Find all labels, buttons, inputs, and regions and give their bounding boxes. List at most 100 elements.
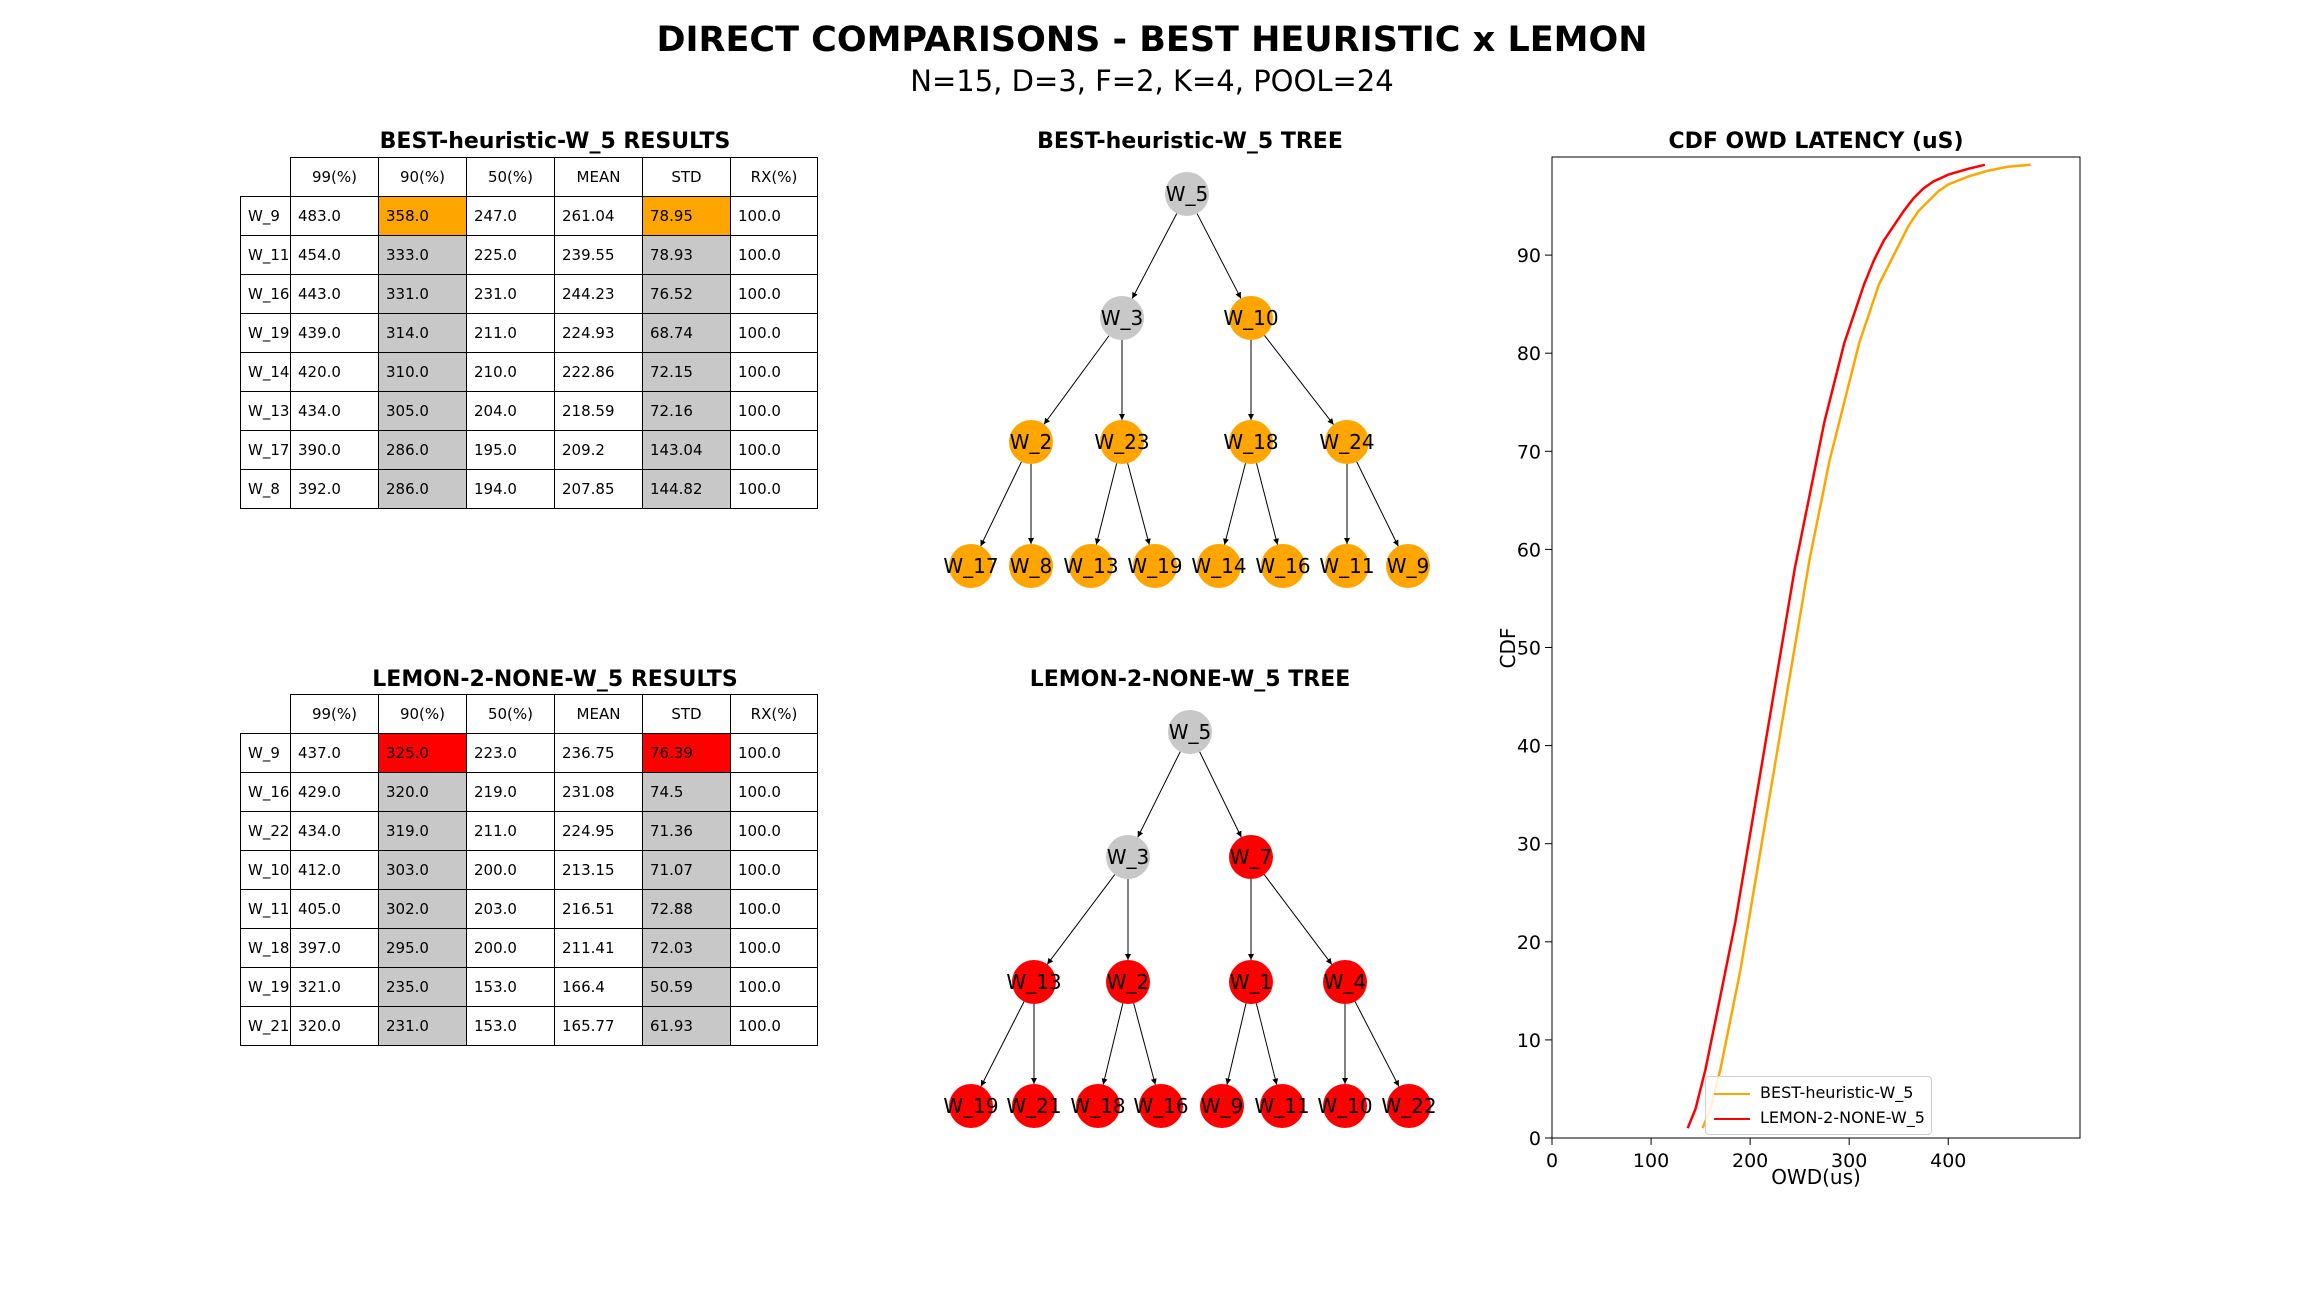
table-cell: 390.0: [290, 430, 379, 470]
table-row: W_16 429.0 320.0 219.0 231.08 74.5 100.0: [240, 772, 818, 812]
column-header: MEAN: [554, 694, 643, 734]
table-cell: 437.0: [290, 733, 379, 773]
table-cell: 331.0: [378, 274, 467, 314]
table-cell: 100.0: [730, 391, 818, 431]
table-cell: 74.5: [642, 772, 731, 812]
series-line-lemon: [1686, 163, 1986, 1129]
table-cell: 72.16: [642, 391, 731, 431]
y-tick-label: 20: [1517, 932, 1541, 954]
table-row: W_9 437.0 325.0 223.0 236.75 76.39 100.0: [240, 733, 818, 773]
y-tick-label: 40: [1517, 736, 1541, 758]
table-cell: 286.0: [378, 430, 467, 470]
chart-xlabel: OWD(us): [1771, 1165, 1861, 1189]
tree-node-label: W_9: [1201, 1094, 1244, 1118]
table-cell: 210.0: [466, 352, 555, 392]
y-tick-label: 10: [1517, 1030, 1541, 1052]
column-header: RX(%): [730, 694, 818, 734]
table-cell: 224.95: [554, 811, 643, 851]
tree-node: [1106, 960, 1150, 1004]
table-header-row: 99(%) 90(%) 50(%) MEAN STD RX(%): [240, 694, 818, 734]
table-cell: 231.08: [554, 772, 643, 812]
tree-node: [1229, 296, 1273, 340]
y-tick-label: 90: [1517, 245, 1541, 267]
column-header: 50(%): [466, 157, 555, 197]
table-cell: 100.0: [730, 928, 818, 968]
tree-node: [1229, 420, 1273, 464]
tree-node: [1323, 1084, 1367, 1128]
tree-node: [949, 544, 993, 588]
table-cell: 207.85: [554, 469, 643, 509]
tree-node-label: W_2: [1107, 970, 1150, 994]
tree-node-label: W_9: [1387, 554, 1430, 578]
tree-node: [1323, 960, 1367, 1004]
table-cell: 213.15: [554, 850, 643, 890]
tree-node-label: W_8: [1010, 554, 1053, 578]
tree-node-label: W_2: [1010, 430, 1053, 454]
row-label: W_10: [240, 850, 291, 890]
x-tick-label: 100: [1633, 1150, 1669, 1172]
y-tick-label: 0: [1529, 1128, 1541, 1150]
tree-node-label: W_13: [1063, 554, 1118, 578]
tree-node: [1069, 544, 1113, 588]
tree-edge: [1223, 463, 1246, 545]
legend-label-lemon: LEMON-2-NONE-W_5: [1760, 1108, 1925, 1127]
table-cell: 194.0: [466, 469, 555, 509]
row-label: W_17: [240, 430, 291, 470]
table-cell: 100.0: [730, 850, 818, 890]
column-header: RX(%): [730, 157, 818, 197]
table-cell: 319.0: [378, 811, 467, 851]
table-cell: 325.0: [378, 733, 467, 773]
tree-node: [1197, 544, 1241, 588]
column-header: 99(%): [290, 694, 379, 734]
table-cell: 153.0: [466, 1006, 555, 1046]
table-cell: 358.0: [378, 196, 467, 236]
tree-edge: [1199, 751, 1242, 838]
row-label: W_9: [240, 733, 291, 773]
table-cell: 100.0: [730, 967, 818, 1007]
tree-node-label: W_16: [1133, 1094, 1188, 1118]
table-cell: 61.93: [642, 1006, 731, 1046]
table-row: W_8 392.0 286.0 194.0 207.85 144.82 100.0: [240, 469, 818, 509]
table-cell: 76.39: [642, 733, 731, 773]
chart-legend: BEST-heuristic-W_5 LEMON-2-NONE-W_5: [1705, 1076, 1932, 1135]
table-row: W_11 454.0 333.0 225.0 239.55 78.93 100.0: [240, 235, 818, 275]
tree-node-label: W_5: [1169, 720, 1212, 744]
table-cell: 78.95: [642, 196, 731, 236]
tree-node-label: W_16: [1255, 554, 1310, 578]
column-header: 90(%): [378, 157, 467, 197]
row-label: W_13: [240, 391, 291, 431]
tree-node: [1260, 1084, 1304, 1128]
tree-node-label: W_13: [1006, 970, 1061, 994]
tree-node-label: W_3: [1101, 306, 1144, 330]
tree-edge: [1043, 335, 1110, 425]
tree-edge: [1127, 463, 1151, 545]
table-cell: 144.82: [642, 469, 731, 509]
column-header: STD: [642, 157, 731, 197]
tree-node: [1009, 544, 1053, 588]
legend-label-best: BEST-heuristic-W_5: [1760, 1083, 1914, 1102]
table-row: W_17 390.0 286.0 195.0 209.2 143.04 100.0: [240, 430, 818, 470]
tree-edge: [980, 1001, 1025, 1087]
x-tick-label: 200: [1732, 1150, 1768, 1172]
row-label: W_11: [240, 889, 291, 929]
table-cell: 321.0: [290, 967, 379, 1007]
tree-node: [1229, 960, 1273, 1004]
y-tick-label: 80: [1517, 343, 1541, 365]
tree-edge: [1101, 1003, 1124, 1085]
row-label: W_19: [240, 313, 291, 353]
table-cell: 100.0: [730, 196, 818, 236]
figure-title: DIRECT COMPARISONS - BEST HEURISTIC x LE…: [656, 20, 1648, 60]
table-row: W_13 434.0 305.0 204.0 218.59 72.16 100.0: [240, 391, 818, 431]
table-cell: 434.0: [290, 391, 379, 431]
tree-node-label: W_4: [1324, 970, 1367, 994]
table-cell: 225.0: [466, 235, 555, 275]
tree-edge: [1094, 463, 1118, 545]
tree-node-label: W_10: [1317, 1094, 1372, 1118]
best-results-table: 99(%) 90(%) 50(%) MEAN STD RX(%) W_9 483.0 358.0…: [240, 157, 818, 509]
tree-node: [1100, 296, 1144, 340]
table-cell: 302.0: [378, 889, 467, 929]
lemon-table-title: LEMON-2-NONE-W_5 RESULTS: [372, 667, 738, 692]
table-cell: 100.0: [730, 352, 818, 392]
tree-edge: [1256, 463, 1279, 545]
table-row: W_10 412.0 303.0 200.0 213.15 71.07 100.0: [240, 850, 818, 890]
